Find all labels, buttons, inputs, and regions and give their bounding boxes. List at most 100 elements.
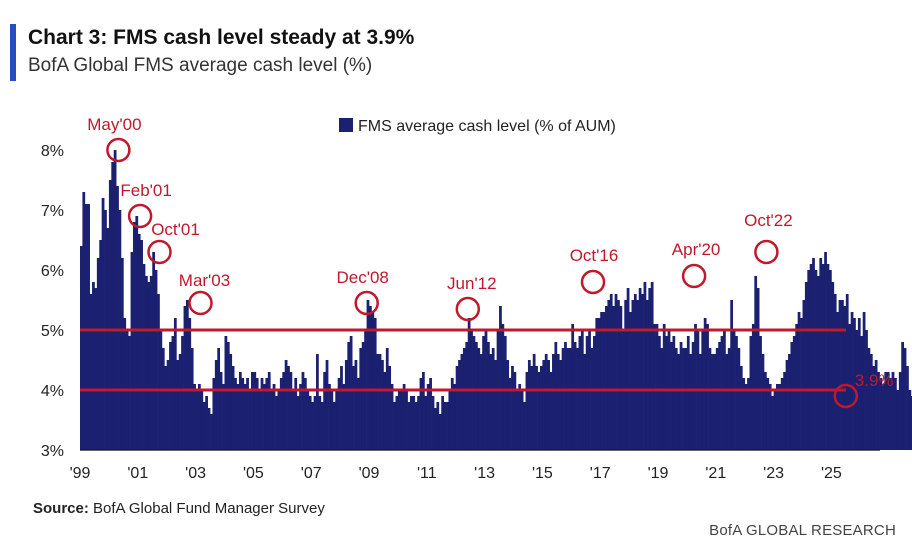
bar-month-294 xyxy=(788,354,791,450)
annotation-circle-8 xyxy=(754,239,779,265)
bar-month-47 xyxy=(193,384,196,450)
bar-month-314 xyxy=(836,312,839,450)
bar-month-157 xyxy=(458,360,461,450)
bar-month-158 xyxy=(460,354,464,450)
bar-month-268 xyxy=(725,354,729,450)
bar-month-280 xyxy=(754,276,758,450)
bar-month-53 xyxy=(207,408,211,450)
bar-month-99 xyxy=(318,396,322,450)
x-tick-label: '01 xyxy=(127,465,148,482)
publisher-credit: BofA GLOBAL RESEARCH xyxy=(709,522,896,539)
bar-month-190 xyxy=(537,372,541,450)
bar-month-220 xyxy=(609,294,613,450)
bar-month-236 xyxy=(648,288,652,450)
bar-month-249 xyxy=(679,342,683,450)
bar-month-205 xyxy=(573,342,577,450)
source-label: Source: xyxy=(33,500,89,517)
bar-month-302 xyxy=(807,270,811,450)
bar-month-232 xyxy=(638,288,642,450)
bar-month-189 xyxy=(535,366,538,450)
bar-month-316 xyxy=(841,300,844,450)
bar-month-21 xyxy=(130,252,134,450)
annotation-circle-1 xyxy=(127,203,153,229)
bar-month-345 xyxy=(910,396,912,450)
bar-month-18 xyxy=(123,318,127,450)
bar-month-119 xyxy=(366,300,370,450)
bar-month-322 xyxy=(855,330,859,450)
bar-month-187 xyxy=(530,366,534,450)
bar-month-11 xyxy=(106,228,110,450)
x-tick-label: '09 xyxy=(359,465,380,482)
bar-month-90 xyxy=(296,396,300,450)
bar-month-265 xyxy=(718,342,721,450)
annotation-circle-2 xyxy=(147,239,172,265)
bar-month-213 xyxy=(592,336,596,450)
bar-month-276 xyxy=(744,384,748,450)
bar-month-278 xyxy=(749,336,753,450)
bar-month-334 xyxy=(884,372,888,450)
bar-month-156 xyxy=(455,366,459,450)
bar-month-184 xyxy=(523,402,526,450)
bar-month-289 xyxy=(776,384,779,450)
bar-month-209 xyxy=(583,354,587,450)
bar-month-228 xyxy=(629,312,632,450)
bar-month-85 xyxy=(284,360,288,450)
bar-month-273 xyxy=(737,348,741,450)
bar-month-163 xyxy=(472,336,476,450)
bar-month-315 xyxy=(838,300,842,450)
bar-month-136 xyxy=(407,402,411,450)
bar-month-250 xyxy=(682,348,685,450)
bar-month-183 xyxy=(520,390,524,450)
bar-month-110 xyxy=(344,360,348,450)
bar-month-51 xyxy=(202,402,206,450)
bar-month-317 xyxy=(843,306,847,450)
x-tick-label: '03 xyxy=(185,465,206,482)
bar-month-111 xyxy=(347,342,351,450)
bar-month-286 xyxy=(768,384,772,450)
bar-month-52 xyxy=(205,396,208,450)
bar-month-332 xyxy=(879,378,883,450)
bar-month-105 xyxy=(332,402,336,450)
bar-month-152 xyxy=(446,402,449,450)
bar-month-175 xyxy=(501,324,505,450)
bar-month-337 xyxy=(891,372,895,450)
bar-month-138 xyxy=(412,396,416,450)
source-note: Source: BofA Global Fund Manager Survey xyxy=(33,500,325,517)
bar-month-215 xyxy=(597,318,601,450)
annotation-label-4: Dec'08 xyxy=(337,268,389,287)
bar-month-62 xyxy=(229,354,233,450)
bar-month-192 xyxy=(542,360,546,450)
bar-month-71 xyxy=(250,372,254,450)
annotation-label-3: Mar'03 xyxy=(179,271,230,290)
bar-month-153 xyxy=(448,390,452,450)
bar-month-342 xyxy=(903,348,907,450)
bar-month-58 xyxy=(219,372,223,450)
annotation-label-0: May'00 xyxy=(87,115,141,134)
bar-month-229 xyxy=(631,300,635,450)
bar-month-122 xyxy=(373,318,377,450)
bar-month-106 xyxy=(335,390,339,450)
bar-month-40 xyxy=(176,360,180,450)
bar-month-48 xyxy=(195,390,199,450)
bar-month-210 xyxy=(585,336,589,450)
annotation-label-6: Oct'16 xyxy=(570,246,619,265)
bar-month-239 xyxy=(655,324,659,450)
bar-month-311 xyxy=(828,270,832,450)
bar-month-134 xyxy=(402,384,406,450)
bar-month-93 xyxy=(303,378,307,450)
x-tick-label: '15 xyxy=(532,465,553,482)
bar-month-216 xyxy=(600,312,603,450)
bar-month-260 xyxy=(706,324,709,450)
bar-month-70 xyxy=(248,390,252,450)
x-tick-label: '05 xyxy=(243,465,264,482)
bar-month-103 xyxy=(328,384,331,450)
bar-month-14 xyxy=(113,150,117,450)
bar-month-150 xyxy=(441,396,445,450)
bar-month-154 xyxy=(450,378,454,450)
bar-month-55 xyxy=(212,378,216,450)
bar-month-226 xyxy=(624,300,628,450)
bar-month-165 xyxy=(477,348,481,450)
bar-month-223 xyxy=(617,300,620,450)
x-tick-label: '19 xyxy=(648,465,669,482)
bar-month-0 xyxy=(80,246,83,450)
